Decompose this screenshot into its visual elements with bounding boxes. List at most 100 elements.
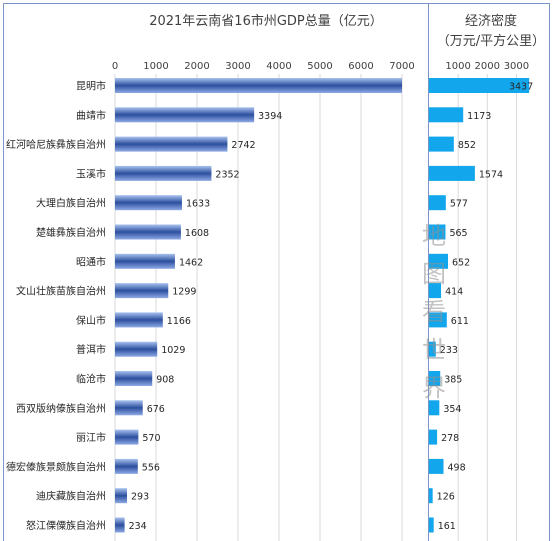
category-label: 曲靖市 <box>76 109 106 122</box>
chart-frame <box>3 3 550 541</box>
gdp-data-label: 1166 <box>167 316 191 327</box>
density-tick-label: 1000 <box>445 61 470 72</box>
gdp-bar <box>115 78 402 93</box>
gdp-tick-label: 4000 <box>266 61 291 72</box>
density-data-label: 414 <box>445 287 463 298</box>
gdp-bar <box>115 224 181 240</box>
gdp-data-label: 2742 <box>231 140 255 151</box>
gdp-data-label: 234 <box>129 521 147 532</box>
gdp-tick-label: 2000 <box>184 61 209 72</box>
gdp-bar <box>115 517 125 533</box>
gdp-bar <box>115 253 175 269</box>
category-label: 昆明市 <box>76 80 106 93</box>
gdp-data-label: 1633 <box>186 199 210 210</box>
density-bar <box>429 195 446 211</box>
density-bar <box>429 312 447 328</box>
density-data-label: 1574 <box>479 169 503 180</box>
gdp-bar <box>115 488 128 504</box>
gdp-bar <box>115 195 182 211</box>
gdp-data-label: 908 <box>156 375 174 386</box>
gdp-bar <box>115 165 212 181</box>
gdp-data-label: 2352 <box>215 169 239 180</box>
density-bar <box>429 371 441 386</box>
density-data-labels: 3437 1173 852 1574 577 565 652 414 611 233 385 354 2… <box>437 82 533 533</box>
density-tick-label: 3000 <box>504 61 529 72</box>
density-bars <box>429 78 530 533</box>
category-label: 楚雄彝族自治州 <box>36 226 106 239</box>
density-data-label: 852 <box>458 140 476 151</box>
category-label: 怒江傈僳族自治州 <box>26 519 106 532</box>
gdp-bar <box>115 312 163 328</box>
density-data-label: 611 <box>451 316 469 327</box>
density-bar <box>429 458 444 474</box>
watermark-char: 界 <box>422 374 446 402</box>
density-data-label: 565 <box>449 228 467 239</box>
density-chart-title-line2: （万元/平方公里） <box>437 33 545 49</box>
density-data-label: 3437 <box>509 82 533 93</box>
gdp-bar <box>115 107 255 123</box>
gdp-bar <box>115 458 138 474</box>
gdp-bar <box>115 429 139 445</box>
density-bar <box>429 224 446 240</box>
category-label: 大理白族自治州 <box>36 197 106 210</box>
watermark-char: 图 <box>422 260 446 288</box>
gdp-data-label: 3394 <box>258 111 282 122</box>
density-data-label: 233 <box>440 345 458 356</box>
gdp-tick-label: 5000 <box>307 61 332 72</box>
gdp-bar <box>115 341 158 357</box>
watermark-char: 世 <box>422 336 446 364</box>
density-bar <box>429 341 436 357</box>
density-data-label: 385 <box>444 375 462 386</box>
category-label: 临沧市 <box>76 373 106 386</box>
category-label: 保山市 <box>76 314 106 327</box>
gdp-data-label: 293 <box>131 492 149 503</box>
density-data-label: 1173 <box>467 111 491 122</box>
gdp-data-label: 1608 <box>185 228 209 239</box>
category-label: 德宏傣族景颇族自治州 <box>6 460 106 473</box>
density-tick-label: 2000 <box>475 61 500 72</box>
category-label: 红河哈尼族彝族自治州 <box>6 138 106 151</box>
gdp-tick-label: 7000 <box>389 61 414 72</box>
gdp-tick-labels: 0 1000 2000 3000 4000 5000 6000 7000 <box>112 61 415 72</box>
density-tick-labels: 1000 2000 3000 <box>445 61 529 72</box>
density-bar <box>429 283 442 299</box>
gdp-chart-title: 2021年云南省16市州GDP总量（亿元） <box>149 13 383 29</box>
density-data-label: 161 <box>438 521 456 532</box>
gdp-data-labels: 3394 2742 2352 1633 1608 1462 1299 1166 1029 908 6… <box>129 111 283 532</box>
density-bar <box>429 253 449 269</box>
density-gridlines <box>457 74 517 541</box>
density-bar <box>429 429 438 445</box>
gdp-bar <box>115 400 143 416</box>
category-label: 西双版纳傣族自治州 <box>16 402 106 415</box>
gdp-data-label: 1299 <box>172 287 196 298</box>
gdp-tick-label: 0 <box>112 61 118 72</box>
watermark-char: 地 <box>422 222 446 250</box>
gdp-data-label: 556 <box>142 462 160 473</box>
gdp-bar <box>115 283 169 299</box>
gdp-bar <box>115 371 153 386</box>
density-bar <box>429 165 475 181</box>
watermark-char: 看 <box>422 298 446 326</box>
density-data-label: 354 <box>443 404 461 415</box>
density-bar <box>429 107 464 123</box>
density-bar <box>429 517 434 533</box>
gdp-data-label: 676 <box>147 404 165 415</box>
density-data-label: 278 <box>441 433 459 444</box>
gdp-bars <box>115 78 402 533</box>
density-bar <box>429 400 440 416</box>
density-bar <box>429 78 530 93</box>
gdp-bar <box>115 136 228 152</box>
category-label: 玉溪市 <box>76 167 106 180</box>
gdp-tick-label: 6000 <box>348 61 373 72</box>
gdp-tick-label: 3000 <box>225 61 250 72</box>
category-label: 普洱市 <box>76 343 106 356</box>
gdp-data-label: 1462 <box>179 257 203 268</box>
density-data-label: 498 <box>448 462 466 473</box>
gdp-gridlines <box>114 74 403 541</box>
density-data-label: 126 <box>437 492 455 503</box>
gdp-data-label: 1029 <box>161 345 185 356</box>
category-label: 丽江市 <box>76 431 106 444</box>
density-bar <box>429 136 454 152</box>
